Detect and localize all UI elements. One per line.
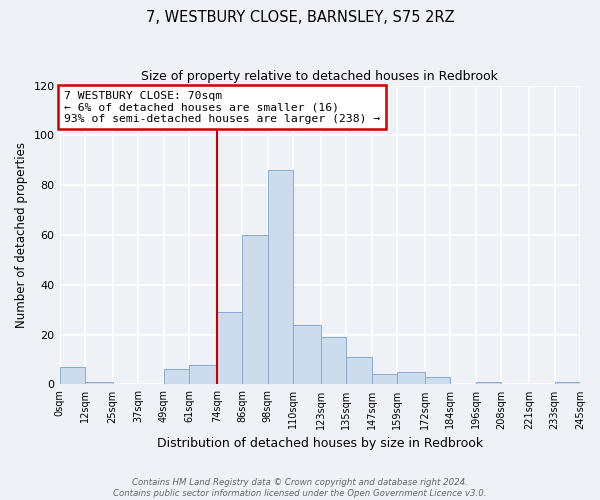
Bar [85,382,113,384]
Bar [164,370,189,384]
Bar [242,235,268,384]
Bar [217,312,242,384]
Bar [293,324,321,384]
Bar [268,170,293,384]
Bar [59,367,85,384]
Bar [372,374,397,384]
Bar [425,377,451,384]
Text: 7, WESTBURY CLOSE, BARNSLEY, S75 2RZ: 7, WESTBURY CLOSE, BARNSLEY, S75 2RZ [146,10,454,25]
Bar [321,337,346,384]
Text: 7 WESTBURY CLOSE: 70sqm
← 6% of detached houses are smaller (16)
93% of semi-det: 7 WESTBURY CLOSE: 70sqm ← 6% of detached… [64,90,380,124]
Bar [554,382,580,384]
Bar [346,357,372,384]
X-axis label: Distribution of detached houses by size in Redbrook: Distribution of detached houses by size … [157,437,483,450]
Bar [397,372,425,384]
Bar [476,382,502,384]
Title: Size of property relative to detached houses in Redbrook: Size of property relative to detached ho… [142,70,498,83]
Bar [189,364,217,384]
Y-axis label: Number of detached properties: Number of detached properties [15,142,28,328]
Text: Contains HM Land Registry data © Crown copyright and database right 2024.
Contai: Contains HM Land Registry data © Crown c… [113,478,487,498]
